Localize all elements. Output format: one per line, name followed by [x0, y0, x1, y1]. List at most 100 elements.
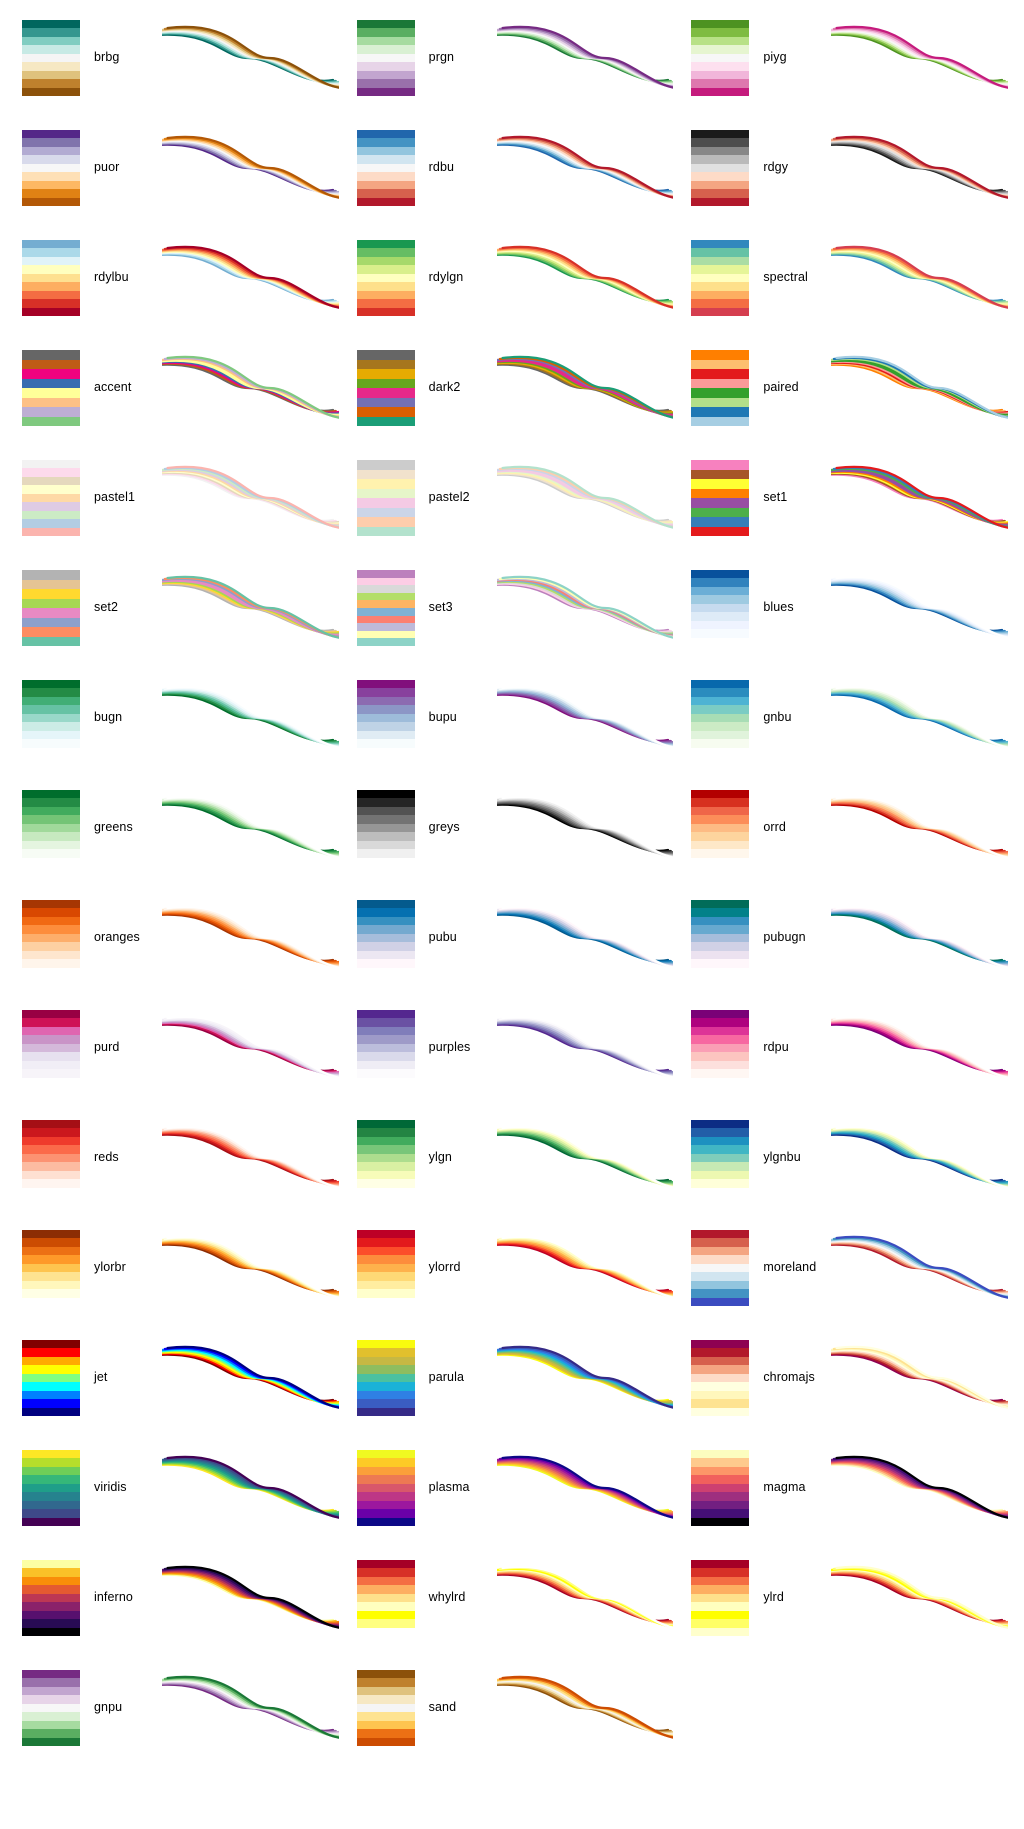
palette-rdgy: rdgy [691, 122, 1008, 214]
palette-label: purples [429, 1041, 483, 1055]
wave-blues [831, 563, 1008, 653]
wave-chromajs [831, 1333, 1008, 1423]
palette-rdbu: rdbu [357, 122, 674, 214]
palette-accent: accent [22, 342, 339, 434]
palette-viridis: viridis [22, 1442, 339, 1534]
wave-piyg [831, 13, 1008, 103]
palette-ylorrd: ylorrd [357, 1222, 674, 1314]
swatch-prgn [357, 20, 415, 96]
swatch-purples [357, 1010, 415, 1086]
palette-rdpu: rdpu [691, 1002, 1008, 1094]
wave-rdpu [831, 1003, 1008, 1093]
wave-bupu [497, 673, 674, 763]
wave-oranges [162, 893, 339, 983]
palette-label: bugn [94, 711, 148, 725]
palette-label: sand [429, 1701, 483, 1715]
palette-ylgn: ylgn [357, 1112, 674, 1204]
wave-brbg [162, 13, 339, 103]
palette-jet: jet [22, 1332, 339, 1424]
palette-label: greens [94, 821, 148, 835]
palette-label: rdbu [429, 161, 483, 175]
palette-greys: greys [357, 782, 674, 874]
palette-pubu: pubu [357, 892, 674, 984]
palette-label: prgn [429, 51, 483, 65]
swatch-purd [22, 1010, 80, 1086]
swatch-chromajs [691, 1340, 749, 1416]
wave-ylorrd [497, 1223, 674, 1313]
wave-greys [497, 783, 674, 873]
swatch-inferno [22, 1560, 80, 1636]
palette-label: viridis [94, 1481, 148, 1495]
palette-orrd: orrd [691, 782, 1008, 874]
swatch-piyg [691, 20, 749, 96]
palette-label: accent [94, 381, 148, 395]
wave-reds [162, 1113, 339, 1203]
palette-pastel1: pastel1 [22, 452, 339, 544]
wave-viridis [162, 1443, 339, 1533]
palette-label: ylgn [429, 1151, 483, 1165]
palette-label: plasma [429, 1481, 483, 1495]
swatch-pubugn [691, 900, 749, 976]
wave-ylgn [497, 1113, 674, 1203]
wave-set1 [831, 453, 1008, 543]
palette-label: oranges [94, 931, 148, 945]
wave-pubugn [831, 893, 1008, 983]
swatch-jet [22, 1340, 80, 1416]
palette-reds: reds [22, 1112, 339, 1204]
wave-prgn [497, 13, 674, 103]
swatch-orrd [691, 790, 749, 866]
palette-label: rdpu [763, 1041, 817, 1055]
swatch-reds [22, 1120, 80, 1196]
palette-whylrd: whylrd [357, 1552, 674, 1644]
swatch-set2 [22, 570, 80, 646]
swatch-set3 [357, 570, 415, 646]
swatch-ylgn [357, 1120, 415, 1196]
swatch-gnpu [22, 1670, 80, 1746]
swatch-ylrd [691, 1560, 749, 1636]
swatch-magma [691, 1450, 749, 1526]
wave-dark2 [497, 343, 674, 433]
wave-paired [831, 343, 1008, 433]
palette-spectral: spectral [691, 232, 1008, 324]
palette-magma: magma [691, 1442, 1008, 1534]
palette-label: brbg [94, 51, 148, 65]
palette-sand: sand [357, 1662, 674, 1754]
wave-accent [162, 343, 339, 433]
palette-pubugn: pubugn [691, 892, 1008, 984]
wave-greens [162, 783, 339, 873]
palette-blues: blues [691, 562, 1008, 654]
palette-purd: purd [22, 1002, 339, 1094]
wave-sand [497, 1663, 674, 1753]
swatch-whylrd [357, 1560, 415, 1636]
palette-label: reds [94, 1151, 148, 1165]
palette-parula: parula [357, 1332, 674, 1424]
palette-label: gnpu [94, 1701, 148, 1715]
swatch-puor [22, 130, 80, 206]
palette-chromajs: chromajs [691, 1332, 1008, 1424]
palette-label: set2 [94, 601, 148, 615]
palette-ylorbr: ylorbr [22, 1222, 339, 1314]
swatch-greys [357, 790, 415, 866]
swatch-rdbu [357, 130, 415, 206]
palette-piyg: piyg [691, 12, 1008, 104]
palette-bupu: bupu [357, 672, 674, 764]
swatch-blues [691, 570, 749, 646]
wave-whylrd [497, 1553, 674, 1643]
palette-plasma: plasma [357, 1442, 674, 1534]
palette-label: inferno [94, 1591, 148, 1605]
swatch-sand [357, 1670, 415, 1746]
palette-greens: greens [22, 782, 339, 874]
swatch-ylorbr [22, 1230, 80, 1306]
wave-pastel2 [497, 453, 674, 543]
wave-ylrd [831, 1553, 1008, 1643]
swatch-dark2 [357, 350, 415, 426]
wave-ylgnbu [831, 1113, 1008, 1203]
palette-set3: set3 [357, 562, 674, 654]
swatch-rdylbu [22, 240, 80, 316]
wave-spectral [831, 233, 1008, 323]
palette-label: whylrd [429, 1591, 483, 1605]
palette-label: ylorbr [94, 1261, 148, 1275]
wave-purd [162, 1003, 339, 1093]
palette-label: orrd [763, 821, 817, 835]
swatch-pastel1 [22, 460, 80, 536]
